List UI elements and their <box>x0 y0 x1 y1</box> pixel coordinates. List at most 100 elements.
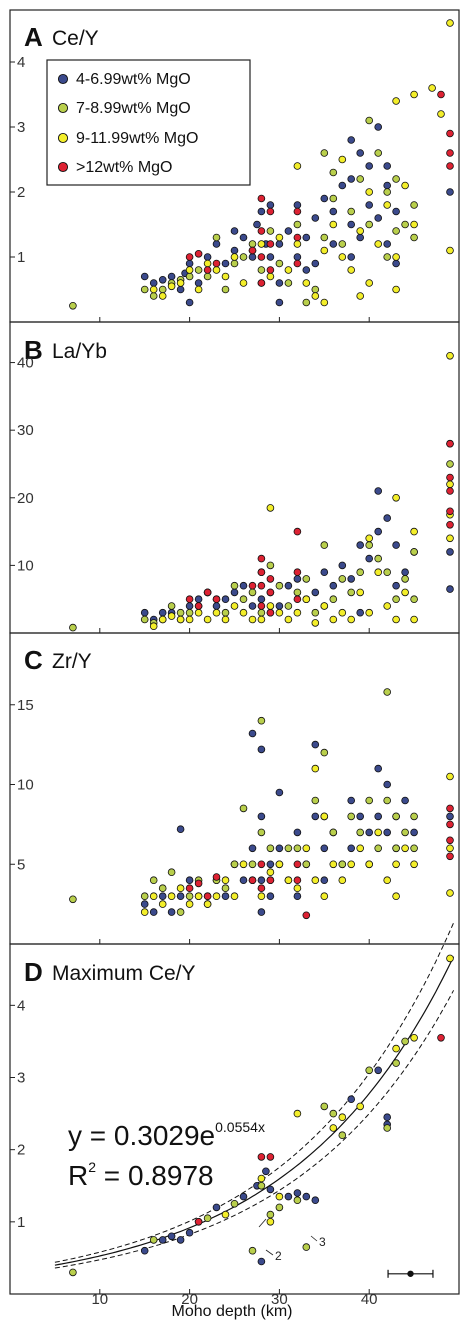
panel-b-point-s1-27 <box>374 554 383 563</box>
panel-b-point-s2-1 <box>158 615 167 624</box>
r2-text: R2 = 0.8978 <box>68 1159 214 1191</box>
panel-a-point-s1-23 <box>329 194 338 203</box>
panel-a-point-s2-20 <box>320 246 329 255</box>
panel-a-point-s1-24 <box>338 240 347 248</box>
panel-c-point-s1-29 <box>365 796 374 805</box>
panel-b-point-s1-1 <box>140 615 149 624</box>
panel-c-point-s0-18 <box>257 908 266 916</box>
panel-d: D Maximum Ce/Y y = 0.3029e0.0554x R2 = 0… <box>9 922 460 1295</box>
panel-c: C Zr/Y 5 10 15 <box>9 632 460 945</box>
panel-a-point-s2-15 <box>284 266 293 274</box>
panel-a-point-s2-24 <box>347 266 356 274</box>
panel-a-point-s2-31 <box>392 285 400 294</box>
panel-b-point-s0-28 <box>374 487 383 495</box>
panel-c-point-s2-2 <box>158 900 167 908</box>
panel-a-point-s2-41 <box>356 292 365 300</box>
panel-d-point-s1-6 <box>257 1182 266 1190</box>
panel-d-point-s2-8 <box>392 1044 400 1053</box>
panel-d-point-s1-5 <box>248 1246 257 1255</box>
panel-b-point-s2-25 <box>365 534 374 543</box>
panel-a-point-s0-9 <box>203 253 212 261</box>
panel-c-point-s0-17 <box>257 876 266 884</box>
panel-a-point-s0-8 <box>194 279 203 287</box>
panel-a-point-s2-38 <box>446 246 454 255</box>
panel-b-point-s0-32 <box>392 581 400 590</box>
panel-b-point-s2-30 <box>392 615 400 624</box>
panel-d-point-s0-13 <box>311 1196 320 1204</box>
panel-b-point-s1-25 <box>356 568 365 576</box>
legend-label-green: 7-8.99wt% MgO <box>76 100 191 117</box>
panel-a-point-s0-23 <box>275 240 284 248</box>
panel-d-ytick-label-1: 2 <box>17 1142 25 1159</box>
panel-d-title: Maximum Ce/Y <box>52 962 196 985</box>
panel-a-point-s0-17 <box>257 207 266 216</box>
panel-c-point-s1-22 <box>311 796 320 805</box>
panel-c-point-s3-5 <box>257 860 266 869</box>
panel-b-point-s2-4 <box>185 615 194 624</box>
r2-prefix: R <box>68 1160 88 1191</box>
panel-c-point-s1-11 <box>230 860 239 869</box>
panel-c-point-s1-2 <box>149 876 158 884</box>
panel-a-point-s2-12 <box>257 240 266 248</box>
panel-b-point-s2-12 <box>257 615 266 624</box>
panel-c-point-s1-32 <box>383 796 392 805</box>
panel-a-point-s0-11 <box>221 259 230 268</box>
panel-a-point-s0-24 <box>275 298 284 307</box>
panel-a-point-s3-13 <box>293 233 302 242</box>
panel-b-point-s3-4 <box>248 581 257 590</box>
panel-c-point-s1-33 <box>392 812 400 821</box>
panel-b-point-s0-2 <box>158 608 167 617</box>
panel-c-point-s2-27 <box>365 860 374 869</box>
panel-b-point-s3-11 <box>266 608 275 617</box>
panel-a-point-s2-36 <box>437 110 445 118</box>
panel-b-point-s1-29 <box>392 595 400 603</box>
panel-a-point-s0-13 <box>230 227 239 235</box>
panel-a-point-s1-2 <box>149 292 158 300</box>
panel-a-title: Ce/Y <box>52 27 99 50</box>
panel-b-point-s0-8 <box>212 602 221 610</box>
panel-d-point-s2-0 <box>221 1210 230 1219</box>
panel-b-point-s2-8 <box>221 615 230 624</box>
panel-b-point-s2-16 <box>284 615 293 624</box>
panel-a-point-s2-0 <box>149 285 158 294</box>
panel-c-point-s0-22 <box>275 844 284 853</box>
panel-b-point-s1-14 <box>257 608 266 617</box>
panel-b-point-s2-26 <box>365 608 374 617</box>
panel-b-point-s1-12 <box>239 595 248 603</box>
panel-a-point-s1-17 <box>284 279 293 287</box>
panel-b-point-s1-26 <box>365 541 374 549</box>
panel-c-point-s2-31 <box>392 892 400 900</box>
panel-d-point-s2-9 <box>410 1034 418 1042</box>
panel-c-point-s2-30 <box>392 860 400 869</box>
panel-b-point-s3-13 <box>293 568 302 576</box>
panel-a-point-s2-28 <box>374 240 383 248</box>
panel-a-point-s1-29 <box>374 149 383 157</box>
panel-c-point-s3-9 <box>293 876 302 884</box>
panel-b-point-s0-18 <box>284 581 293 590</box>
panel-a-point-s0-51 <box>356 233 365 242</box>
panel-c-point-s3-2 <box>203 892 212 900</box>
panel-c-point-s2-29 <box>383 876 392 884</box>
panel-c-point-s1-35 <box>401 828 409 837</box>
panel-c-point-s1-23 <box>320 748 329 757</box>
panel-c-point-s2-20 <box>311 876 320 884</box>
panel-b-point-s3-15 <box>446 439 454 448</box>
panel-a-point-s3-14 <box>293 259 302 268</box>
panel-d-point-s0-9 <box>266 1185 275 1194</box>
panel-a-point-s2-29 <box>383 201 392 209</box>
panel-c-point-s3-14 <box>446 852 454 861</box>
fit-upper-bound <box>54 922 455 1263</box>
panel-a-point-s0-35 <box>347 136 356 144</box>
panel-b-point-s0-24 <box>338 561 347 570</box>
panel-c-point-s0-13 <box>248 729 257 738</box>
panel-c-point-s0-35 <box>356 812 365 821</box>
panel-d-point-s1-14 <box>383 1124 392 1132</box>
panel-b-point-s1-10 <box>221 608 230 617</box>
panel-c-point-s0-45 <box>410 828 418 837</box>
panel-a-point-s2-7 <box>212 266 221 274</box>
panel-b-point-s1-20 <box>311 608 320 617</box>
panel-d-point-s0-11 <box>293 1189 302 1197</box>
equation-text: y = 0.3029e0.0554x <box>68 1119 265 1151</box>
panel-b-point-s3-6 <box>257 568 266 576</box>
panel-c-point-s2-17 <box>293 884 302 892</box>
